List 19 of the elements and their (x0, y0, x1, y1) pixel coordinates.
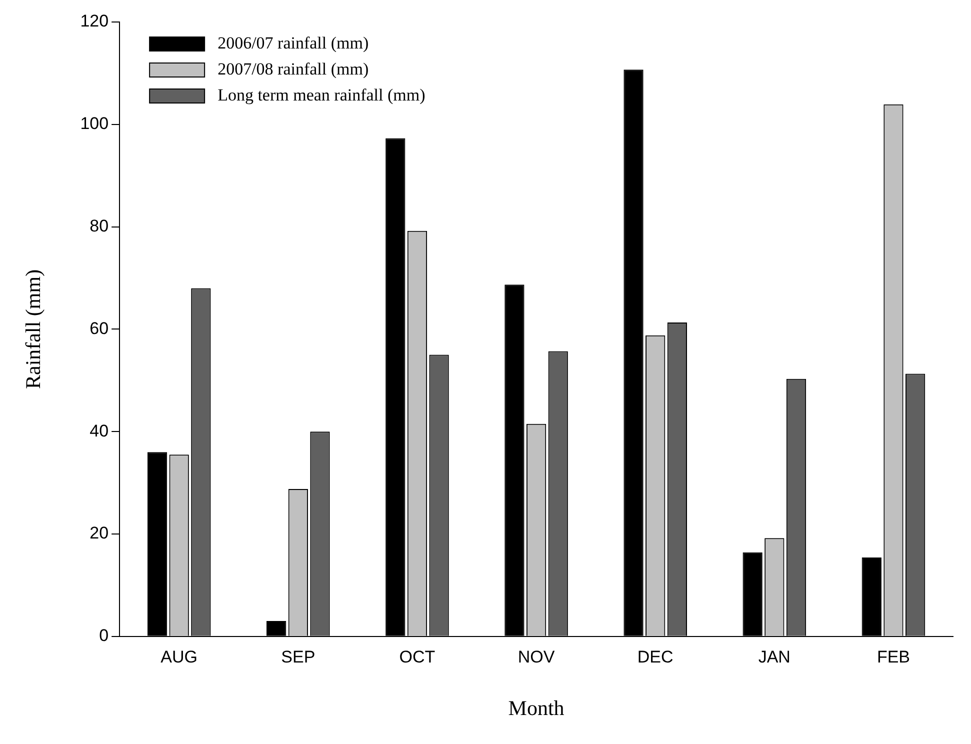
y-tick-label: 0 (99, 626, 109, 646)
y-tick-label: 80 (90, 216, 109, 236)
x-axis-title: Month (508, 696, 565, 720)
legend-label: 2007/08 rainfall (mm) (218, 59, 369, 78)
y-tick-label: 60 (90, 318, 109, 338)
y-tick-label: 120 (80, 12, 109, 31)
x-tick-label: JAN (758, 647, 790, 666)
y-tick-label: 100 (80, 114, 109, 134)
legend-label: Long term mean rainfall (mm) (218, 85, 426, 104)
x-tick-label: OCT (399, 647, 436, 666)
y-axis-title: Rainfall (mm) (21, 269, 46, 389)
x-tick-label: AUG (160, 647, 198, 666)
y-tick-label: 20 (90, 524, 109, 543)
x-tick-label: DEC (637, 647, 674, 666)
y-tick-label: 40 (90, 421, 109, 440)
x-tick-label: NOV (518, 647, 556, 666)
legend-label: 2006/07 rainfall (mm) (218, 33, 369, 52)
x-tick-label: SEP (281, 647, 316, 666)
x-tick-label: FEB (876, 647, 910, 666)
